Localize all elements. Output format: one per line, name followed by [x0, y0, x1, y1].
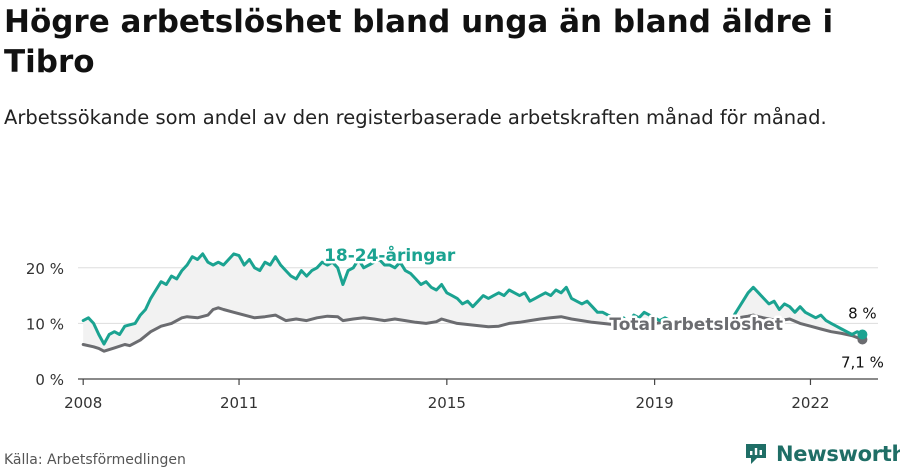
chart-title: Högre arbetslöshet bland unga än bland ä… — [4, 4, 834, 80]
youth-end-point — [857, 329, 868, 340]
youth-series-line — [81, 252, 864, 346]
series-lines — [81, 252, 868, 353]
x-tick-label: 2022 — [791, 394, 829, 412]
y-tick-label: 10 % — [26, 315, 64, 333]
chart-subtitle: Arbetssökande som andel av den registerb… — [4, 106, 827, 129]
x-tick-label: 2015 — [428, 394, 466, 412]
gap-band-fill — [83, 253, 863, 352]
youth-end-value-label: 8 % — [848, 305, 877, 323]
total-series-label: Total arbetslöshet — [609, 315, 783, 335]
brand-logo: Newsworthy — [744, 441, 900, 467]
total-end-value-label: 7,1 % — [841, 354, 884, 372]
x-tick-label: 2019 — [636, 394, 674, 412]
newsworthy-icon — [746, 444, 766, 464]
x-tick-label: 2011 — [220, 394, 258, 412]
source-note: Källa: Arbetsförmedlingen — [4, 452, 186, 468]
x-tick-label: 2008 — [64, 394, 102, 412]
brand-name: Newsworthy — [776, 442, 900, 466]
series-labels: 18-24-åringar Total arbetslöshet 8 % 7,1 % — [322, 242, 884, 372]
x-axis: 2008 2011 2015 2019 2022 — [64, 378, 878, 412]
y-tick-label: 20 % — [26, 260, 64, 278]
youth-series-label: 18-24-åringar — [324, 244, 456, 266]
y-tick-label: 0 % — [35, 371, 64, 389]
